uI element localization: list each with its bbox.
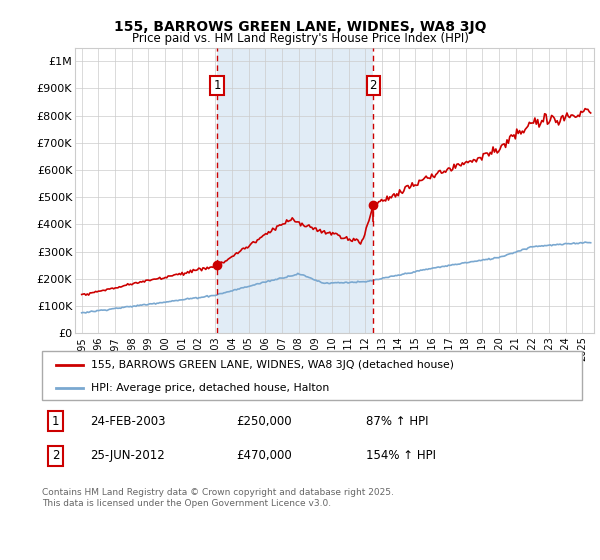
Text: 2: 2 (52, 450, 59, 463)
Text: 87% ↑ HPI: 87% ↑ HPI (366, 414, 428, 428)
Text: 1: 1 (52, 414, 59, 428)
Text: £470,000: £470,000 (236, 450, 292, 463)
Text: 154% ↑ HPI: 154% ↑ HPI (366, 450, 436, 463)
Bar (217, 48, 373, 333)
Text: 25-JUN-2012: 25-JUN-2012 (91, 450, 166, 463)
Text: 155, BARROWS GREEN LANE, WIDNES, WA8 3JQ (detached house): 155, BARROWS GREEN LANE, WIDNES, WA8 3JQ… (91, 360, 454, 370)
Text: 155, BARROWS GREEN LANE, WIDNES, WA8 3JQ: 155, BARROWS GREEN LANE, WIDNES, WA8 3JQ (114, 20, 486, 34)
Text: Price paid vs. HM Land Registry's House Price Index (HPI): Price paid vs. HM Land Registry's House … (131, 32, 469, 45)
Text: 1: 1 (214, 79, 221, 92)
Text: HPI: Average price, detached house, Halton: HPI: Average price, detached house, Halt… (91, 382, 329, 393)
Text: 2: 2 (370, 79, 377, 92)
Text: Contains HM Land Registry data © Crown copyright and database right 2025.
This d: Contains HM Land Registry data © Crown c… (42, 488, 394, 508)
FancyBboxPatch shape (42, 351, 582, 400)
Text: £250,000: £250,000 (236, 414, 292, 428)
Text: 24-FEB-2003: 24-FEB-2003 (91, 414, 166, 428)
